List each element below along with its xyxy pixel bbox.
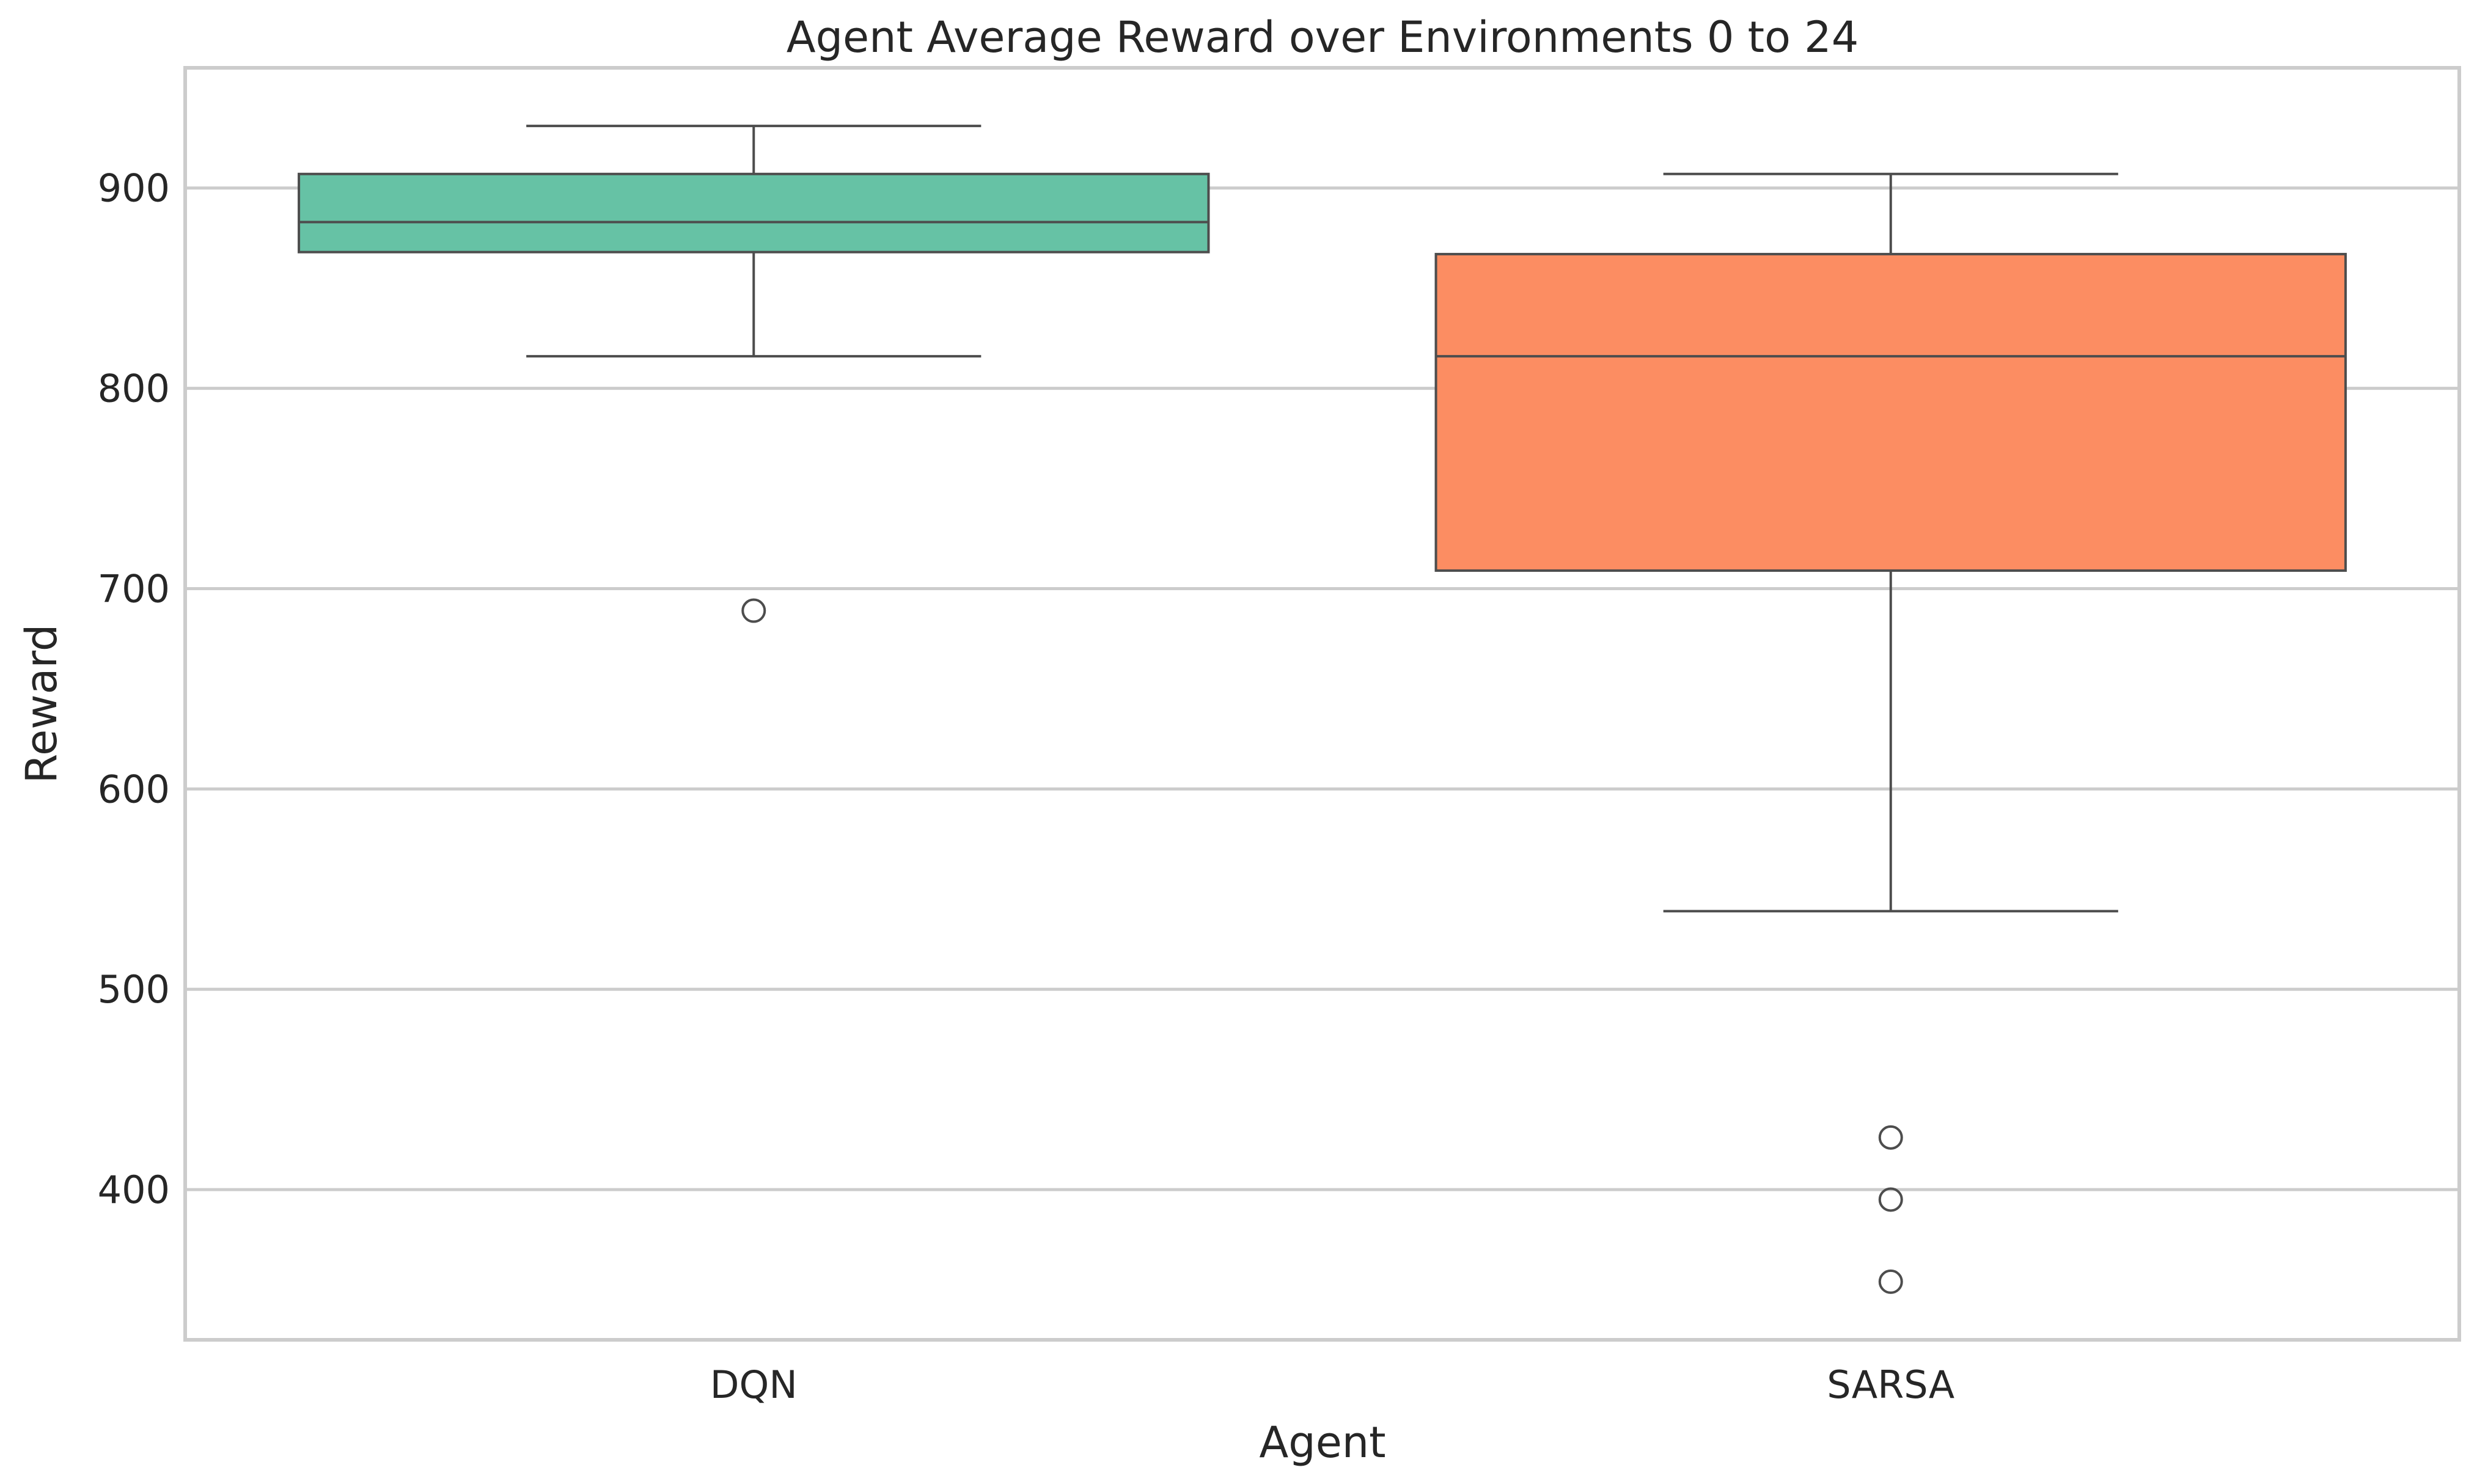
outlier-sarsa-0 <box>1878 1125 1903 1150</box>
y-tick-label-900: 900 <box>98 166 170 211</box>
box-sarsa <box>1434 252 2347 572</box>
y-tick-label-800: 800 <box>98 367 170 411</box>
y-tick-label-700: 700 <box>98 566 170 611</box>
y-axis-label: Reward <box>17 624 67 784</box>
y-tick-label-500: 500 <box>98 967 170 1012</box>
plot-frame <box>183 66 2461 1342</box>
y-tick-label-400: 400 <box>98 1168 170 1212</box>
box-group-sarsa <box>1434 172 2347 1294</box>
outlier-sarsa-2 <box>1878 1269 1903 1294</box>
outlier-dqn-0 <box>741 598 766 623</box>
x-tick-label-sarsa: SARSA <box>1827 1362 1954 1407</box>
y-tick-label-600: 600 <box>98 767 170 811</box>
boxes <box>298 125 2347 1294</box>
box-group-dqn <box>298 125 1210 623</box>
chart-title: Agent Average Reward over Environments 0… <box>787 12 1859 62</box>
x-axis-label: Agent <box>1259 1417 1385 1468</box>
tick-labels: 400 500 600 700 800 900 DQN SARSA <box>98 166 1955 1407</box>
box-dqn <box>298 172 1210 254</box>
x-tick-label-dqn: DQN <box>710 1362 798 1407</box>
outlier-sarsa-1 <box>1878 1187 1903 1212</box>
